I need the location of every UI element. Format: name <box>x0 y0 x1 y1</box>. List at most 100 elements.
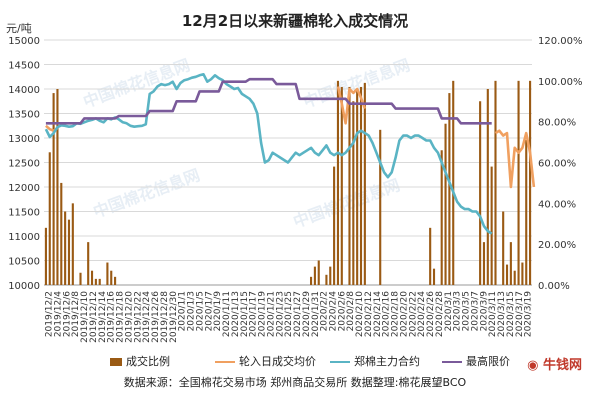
legend-swatch-avg-price <box>215 361 235 363</box>
x-tick-label: 2020/1/7 <box>204 291 214 331</box>
y-right-tick-label: 120.00% <box>538 36 583 47</box>
bar <box>71 203 74 285</box>
x-tick-label: 2019/12/16 <box>107 291 117 343</box>
series-line <box>45 77 492 125</box>
y-right-tick-label: 80.00% <box>538 118 576 129</box>
x-tick-label: 2020/3/11 <box>488 291 498 337</box>
bar <box>336 80 340 285</box>
x-tick-label: 2019/12/10 <box>80 291 90 343</box>
legend-item-cap: 最高限价 <box>442 353 510 369</box>
y-right-tick-label: 60.00% <box>538 159 576 170</box>
bar <box>363 82 366 285</box>
legend-item-avg-price: 轮入日成交均价 <box>215 353 316 369</box>
x-tick-label: 2020/3/7 <box>470 291 480 331</box>
bar <box>482 242 486 285</box>
x-tick-label: 2019/12/28 <box>160 291 170 343</box>
bar <box>90 270 94 285</box>
x-tick-label: 2020/3/17 <box>515 291 525 337</box>
y-left-tick-label: 13000 <box>8 134 40 145</box>
bar <box>525 140 528 285</box>
bar <box>440 150 443 285</box>
x-tick-label: 2019/12/18 <box>116 291 126 343</box>
bar <box>513 270 516 285</box>
bar <box>505 264 509 285</box>
y-right-tick-label: 0.00% <box>538 281 570 292</box>
x-tick-label: 2020/1/3 <box>187 291 197 331</box>
bar <box>64 211 67 285</box>
bar <box>479 101 482 285</box>
y-left-tick-label: 12000 <box>8 183 40 194</box>
legend-label-bars: 成交比例 <box>126 355 170 368</box>
x-tick-label: 2020/1/5 <box>195 291 205 331</box>
x-tick-label: 2020/3/9 <box>479 291 489 332</box>
chart-title: 12月2日以来新疆棉轮入成交情况 <box>181 12 409 30</box>
x-tick-label: 2020/3/13 <box>497 291 507 337</box>
x-tick-label: 2020/2/22 <box>408 291 418 337</box>
bar <box>60 182 63 285</box>
y-left-tick-label: 14500 <box>8 61 40 72</box>
x-tick-label: 2020/2/24 <box>417 291 427 337</box>
bar <box>444 123 447 285</box>
legend: 成交比例 轮入日成交均价 郑棉主力合约 最高限价 <box>0 350 590 370</box>
x-tick-label: 2020/2/20 <box>399 291 409 337</box>
legend-label-cap: 最高限价 <box>466 355 510 368</box>
bar <box>448 93 451 285</box>
x-tick-label: 2020/2/10 <box>355 291 365 337</box>
source-text: 数据来源：全国棉花交易市场 郑州商品交易所 数据整理:棉花展望BCO <box>123 376 467 389</box>
x-tick-label: 2019/12/20 <box>124 291 134 343</box>
bar <box>509 242 512 285</box>
bar <box>56 89 59 285</box>
legend-label-zce: 郑棉主力合约 <box>354 355 420 368</box>
x-tick-label: 2020/3/3 <box>453 291 463 331</box>
x-tick-label: 2020/1/9 <box>213 291 223 332</box>
bar <box>309 276 313 285</box>
x-tick-label: 2020/2/8 <box>346 291 356 332</box>
y-left-tick-label: 12500 <box>8 159 40 170</box>
x-tick-label: 2020/2/4 <box>329 291 339 332</box>
bar <box>333 166 336 285</box>
brand-watermark: ◉ 牛钱网 <box>527 354 582 373</box>
x-tick-label: 2020/1/23 <box>275 291 285 337</box>
bar <box>359 86 363 285</box>
bar <box>340 86 343 285</box>
y-right-tick-label: 40.00% <box>538 199 576 210</box>
x-tick-label: 2020/2/26 <box>426 291 436 337</box>
legend-swatch-bars <box>110 358 122 366</box>
bar <box>325 274 328 285</box>
brand-text: 牛钱网 <box>542 358 582 373</box>
bar <box>356 91 359 286</box>
legend-swatch-cap <box>442 361 462 363</box>
bar <box>490 166 493 285</box>
x-tick-label: 2020/2/16 <box>382 291 392 337</box>
chart-svg: 10000 10500 11000 11500 12000 12500 13000 13500… <box>8 36 583 343</box>
x-tick-label: 2020/1/29 <box>302 291 312 337</box>
x-tick-label: 2020/2/12 <box>364 291 374 337</box>
bar <box>106 262 109 285</box>
bar <box>379 129 382 285</box>
y-left-tick-label: 15000 <box>8 36 40 47</box>
bar <box>110 270 113 285</box>
bar <box>79 272 82 285</box>
y-left-tick-label: 10500 <box>8 257 40 268</box>
bar <box>114 276 117 285</box>
x-tick-label: 2020/2/6 <box>337 291 347 332</box>
x-tick-label: 2020/1/31 <box>311 291 321 337</box>
brand-logo-icon: ◉ <box>527 358 539 373</box>
x-tick-label: 2020/3/19 <box>524 291 534 337</box>
x-tick-label: 2019/12/12 <box>89 291 99 343</box>
x-tick-label: 2020/1/11 <box>222 291 232 337</box>
x-tick-label: 2019/12/22 <box>133 291 143 343</box>
series-line <box>336 86 367 125</box>
y-left-tick-label: 10000 <box>8 281 40 292</box>
x-tick-label: 2019/12/14 <box>98 291 108 343</box>
series-line <box>44 73 493 235</box>
y-left-tick-label: 11000 <box>8 232 40 243</box>
bar <box>486 89 489 285</box>
bar <box>329 266 332 285</box>
bar <box>52 93 55 285</box>
x-tick-label: 2020/1/15 <box>240 291 250 337</box>
y-left-tick-label: 14000 <box>8 85 40 96</box>
x-tick-label: 2019/12/30 <box>169 291 179 343</box>
bar <box>87 242 90 285</box>
